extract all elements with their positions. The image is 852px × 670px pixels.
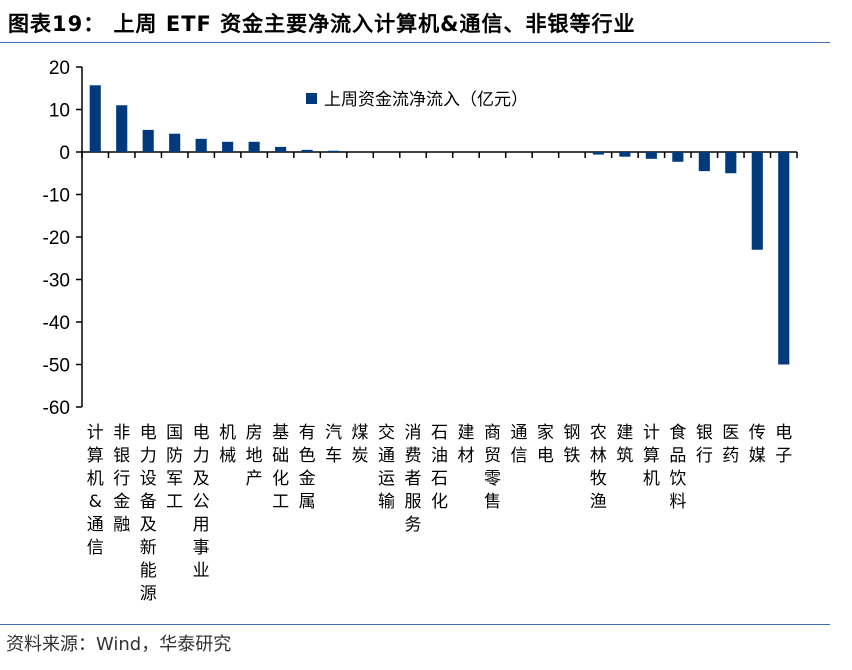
- x-tick-label: 消费者服务: [405, 423, 422, 535]
- y-tick-label: 20: [49, 58, 70, 79]
- bar: [751, 152, 763, 250]
- bar: [222, 141, 234, 152]
- bar: [592, 152, 604, 155]
- x-tick-label: 电子: [775, 423, 792, 466]
- bar: [698, 152, 710, 172]
- x-tick-label: 机械: [219, 423, 236, 466]
- x-tick-label: 石油石化: [431, 423, 448, 512]
- bar: [672, 152, 684, 162]
- bar: [645, 152, 657, 159]
- bar: [301, 149, 313, 152]
- bar: [275, 146, 287, 152]
- x-tick-label: 钢铁: [563, 423, 580, 466]
- x-tick-label: 国防军工: [166, 423, 183, 512]
- bar: [248, 141, 260, 152]
- y-tick-label: -40: [43, 313, 70, 334]
- y-tick-label: 10: [49, 101, 70, 122]
- bar: [195, 138, 207, 152]
- title-divider: [0, 42, 830, 43]
- bar: [725, 152, 737, 174]
- x-tick-label: 电力及公用事业: [193, 423, 210, 581]
- bar: [89, 85, 101, 152]
- y-tick-label: -10: [43, 186, 70, 207]
- x-tick-label: 计算机: [643, 423, 660, 489]
- x-tick-label: 建筑: [616, 423, 633, 466]
- source-note: 资料来源：Wind，华泰研究: [6, 634, 232, 655]
- y-tick-label: -50: [43, 356, 70, 377]
- bar: [619, 152, 631, 157]
- x-tick-label: 通信: [510, 423, 527, 466]
- x-tick-label: 煤炭: [352, 423, 369, 466]
- x-tick-label: 基础化工: [272, 423, 289, 512]
- source-divider: [0, 624, 830, 625]
- x-tick-label: 计算机&通信: [87, 423, 104, 558]
- bar: [142, 129, 154, 152]
- bar: [778, 152, 790, 365]
- x-tick-label: 医药: [722, 423, 739, 466]
- figure-title: 图表19： 上周 ETF 资金主要净流入计算机&通信、非银等行业: [8, 12, 636, 36]
- x-tick-label: 非银行金融: [113, 423, 130, 535]
- x-tick-label: 传媒: [749, 423, 766, 466]
- x-tick-label: 房地产: [246, 423, 263, 489]
- x-tick-label: 电力设备及新能源: [140, 423, 157, 604]
- x-tick-label: 汽车: [325, 423, 342, 466]
- x-tick-label: 有色金属: [299, 423, 316, 512]
- y-tick-label: 0: [59, 143, 70, 164]
- legend-swatch: [306, 93, 317, 104]
- legend-label: 上周资金流净流入（亿元）: [324, 90, 528, 110]
- y-tick-label: -30: [43, 271, 70, 292]
- bar: [116, 105, 128, 152]
- x-tick-label: 食品饮料: [669, 423, 686, 512]
- y-tick-label: -20: [43, 228, 70, 249]
- x-tick-label: 建材: [457, 423, 474, 466]
- x-tick-label: 交通运输: [378, 423, 395, 512]
- y-tick-label: -60: [43, 398, 70, 419]
- x-tick-label: 商贸零售: [484, 423, 501, 512]
- x-tick-label: 银行: [696, 423, 713, 466]
- bar: [169, 133, 181, 152]
- bar-chart: 20 10 0 -10 -20 -30 -40 -50 -60 计算机&通信非银行金融电力设备及新…: [43, 58, 798, 604]
- x-tick-label: 农林牧渔: [590, 423, 607, 512]
- x-tick-label: 家电: [537, 423, 554, 466]
- bar: [328, 150, 340, 152]
